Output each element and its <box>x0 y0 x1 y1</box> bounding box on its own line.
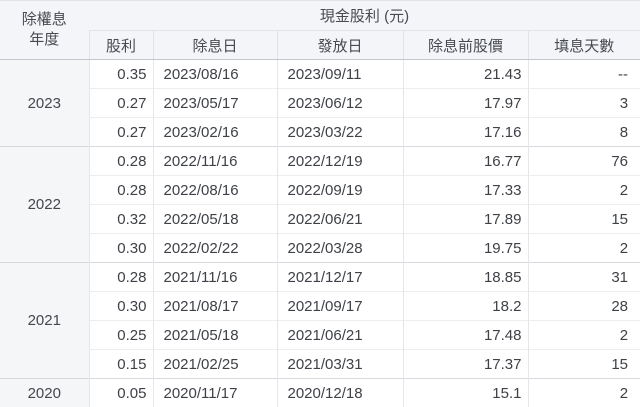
ex-date-cell: 2021/08/17 <box>153 292 277 321</box>
ex-date-cell: 2023/02/16 <box>153 118 277 147</box>
year-cell: 2022 <box>0 147 89 263</box>
table-row: 0.32 2022/05/18 2022/06/21 17.89 15 <box>0 205 640 234</box>
table-row: 0.28 2022/08/16 2022/09/19 17.33 2 <box>0 176 640 205</box>
header-row-group: 除權息 年度 現金股利 (元) <box>0 1 640 31</box>
dividend-cell: 0.27 <box>89 118 153 147</box>
ex-date-cell: 2021/11/16 <box>153 263 277 292</box>
dividend-cell: 0.27 <box>89 89 153 118</box>
fill-days-cell: 3 <box>528 89 640 118</box>
header-row-columns: 股利 除息日 發放日 除息前股價 填息天數 <box>0 31 640 60</box>
pre-ex-price-cell: 21.43 <box>403 60 528 89</box>
dividend-cell: 0.32 <box>89 205 153 234</box>
table-row: 0.25 2021/05/18 2021/06/21 17.48 2 <box>0 321 640 350</box>
col-header-pay-date: 發放日 <box>277 31 403 60</box>
ex-date-cell: 2022/05/18 <box>153 205 277 234</box>
fill-days-cell: 31 <box>528 263 640 292</box>
pay-date-cell: 2022/12/19 <box>277 147 403 176</box>
col-header-ex-dividend-year-line2: 年度 <box>29 31 59 48</box>
pay-date-cell: 2022/03/28 <box>277 234 403 263</box>
fill-days-cell: 2 <box>528 234 640 263</box>
pre-ex-price-cell: 19.75 <box>403 234 528 263</box>
fill-days-cell: 2 <box>528 176 640 205</box>
fill-days-cell: 76 <box>528 147 640 176</box>
pre-ex-price-cell: 17.16 <box>403 118 528 147</box>
dividend-cell: 0.28 <box>89 147 153 176</box>
pre-ex-price-cell: 16.77 <box>403 147 528 176</box>
pay-date-cell: 2021/12/17 <box>277 263 403 292</box>
col-header-ex-dividend-year: 除權息 年度 <box>0 1 89 60</box>
fill-days-cell: 28 <box>528 292 640 321</box>
ex-date-cell: 2021/05/18 <box>153 321 277 350</box>
table-row: 0.27 2023/02/16 2023/03/22 17.16 8 <box>0 118 640 147</box>
pre-ex-price-cell: 17.97 <box>403 89 528 118</box>
col-header-pre-ex-price: 除息前股價 <box>403 31 528 60</box>
dividend-cell: 0.05 <box>89 379 153 407</box>
fill-days-cell: 8 <box>528 118 640 147</box>
ex-date-cell: 2022/08/16 <box>153 176 277 205</box>
col-header-dividend: 股利 <box>89 31 153 60</box>
col-header-ex-dividend-year-line1: 除權息 <box>22 11 67 28</box>
table-row: 2022 0.28 2022/11/16 2022/12/19 16.77 76 <box>0 147 640 176</box>
dividend-cell: 0.30 <box>89 234 153 263</box>
pre-ex-price-cell: 18.85 <box>403 263 528 292</box>
table-row: 0.15 2021/02/25 2021/03/31 17.37 15 <box>0 350 640 379</box>
dividend-cell: 0.30 <box>89 292 153 321</box>
dividend-cell: 0.15 <box>89 350 153 379</box>
dividend-cell: 0.35 <box>89 60 153 89</box>
table-header: 除權息 年度 現金股利 (元) 股利 除息日 發放日 除息前股價 填息天數 <box>0 1 640 60</box>
fill-days-cell: 2 <box>528 379 640 407</box>
pay-date-cell: 2023/09/11 <box>277 60 403 89</box>
pay-date-cell: 2020/12/18 <box>277 379 403 407</box>
dividend-cell: 0.25 <box>89 321 153 350</box>
fill-days-cell: 15 <box>528 205 640 234</box>
pre-ex-price-cell: 17.89 <box>403 205 528 234</box>
pay-date-cell: 2023/06/12 <box>277 89 403 118</box>
pre-ex-price-cell: 15.1 <box>403 379 528 407</box>
pre-ex-price-cell: 17.33 <box>403 176 528 205</box>
table-row: 2021 0.28 2021/11/16 2021/12/17 18.85 31 <box>0 263 640 292</box>
ex-date-cell: 2020/11/17 <box>153 379 277 407</box>
year-cell: 2021 <box>0 263 89 379</box>
fill-days-cell: -- <box>528 60 640 89</box>
col-header-fill-days: 填息天數 <box>528 31 640 60</box>
col-group-header-cash-dividend: 現金股利 (元) <box>89 1 640 31</box>
table-row: 0.30 2021/08/17 2021/09/17 18.2 28 <box>0 292 640 321</box>
table-row: 2023 0.35 2023/08/16 2023/09/11 21.43 -- <box>0 60 640 89</box>
year-cell: 2023 <box>0 60 89 147</box>
pay-date-cell: 2023/03/22 <box>277 118 403 147</box>
pre-ex-price-cell: 17.37 <box>403 350 528 379</box>
pay-date-cell: 2021/09/17 <box>277 292 403 321</box>
table-row: 0.27 2023/05/17 2023/06/12 17.97 3 <box>0 89 640 118</box>
dividend-cell: 0.28 <box>89 263 153 292</box>
ex-date-cell: 2022/02/22 <box>153 234 277 263</box>
ex-date-cell: 2023/08/16 <box>153 60 277 89</box>
ex-date-cell: 2021/02/25 <box>153 350 277 379</box>
pay-date-cell: 2021/03/31 <box>277 350 403 379</box>
pre-ex-price-cell: 18.2 <box>403 292 528 321</box>
pre-ex-price-cell: 17.48 <box>403 321 528 350</box>
fill-days-cell: 15 <box>528 350 640 379</box>
table-row: 2020 0.05 2020/11/17 2020/12/18 15.1 2 <box>0 379 640 407</box>
col-header-ex-date: 除息日 <box>153 31 277 60</box>
fill-days-cell: 2 <box>528 321 640 350</box>
pay-date-cell: 2022/06/21 <box>277 205 403 234</box>
dividend-cell: 0.28 <box>89 176 153 205</box>
ex-date-cell: 2023/05/17 <box>153 89 277 118</box>
table-row: 0.30 2022/02/22 2022/03/28 19.75 2 <box>0 234 640 263</box>
table-body: 2023 0.35 2023/08/16 2023/09/11 21.43 --… <box>0 60 640 407</box>
pay-date-cell: 2021/06/21 <box>277 321 403 350</box>
year-cell: 2020 <box>0 379 89 407</box>
ex-date-cell: 2022/11/16 <box>153 147 277 176</box>
pay-date-cell: 2022/09/19 <box>277 176 403 205</box>
